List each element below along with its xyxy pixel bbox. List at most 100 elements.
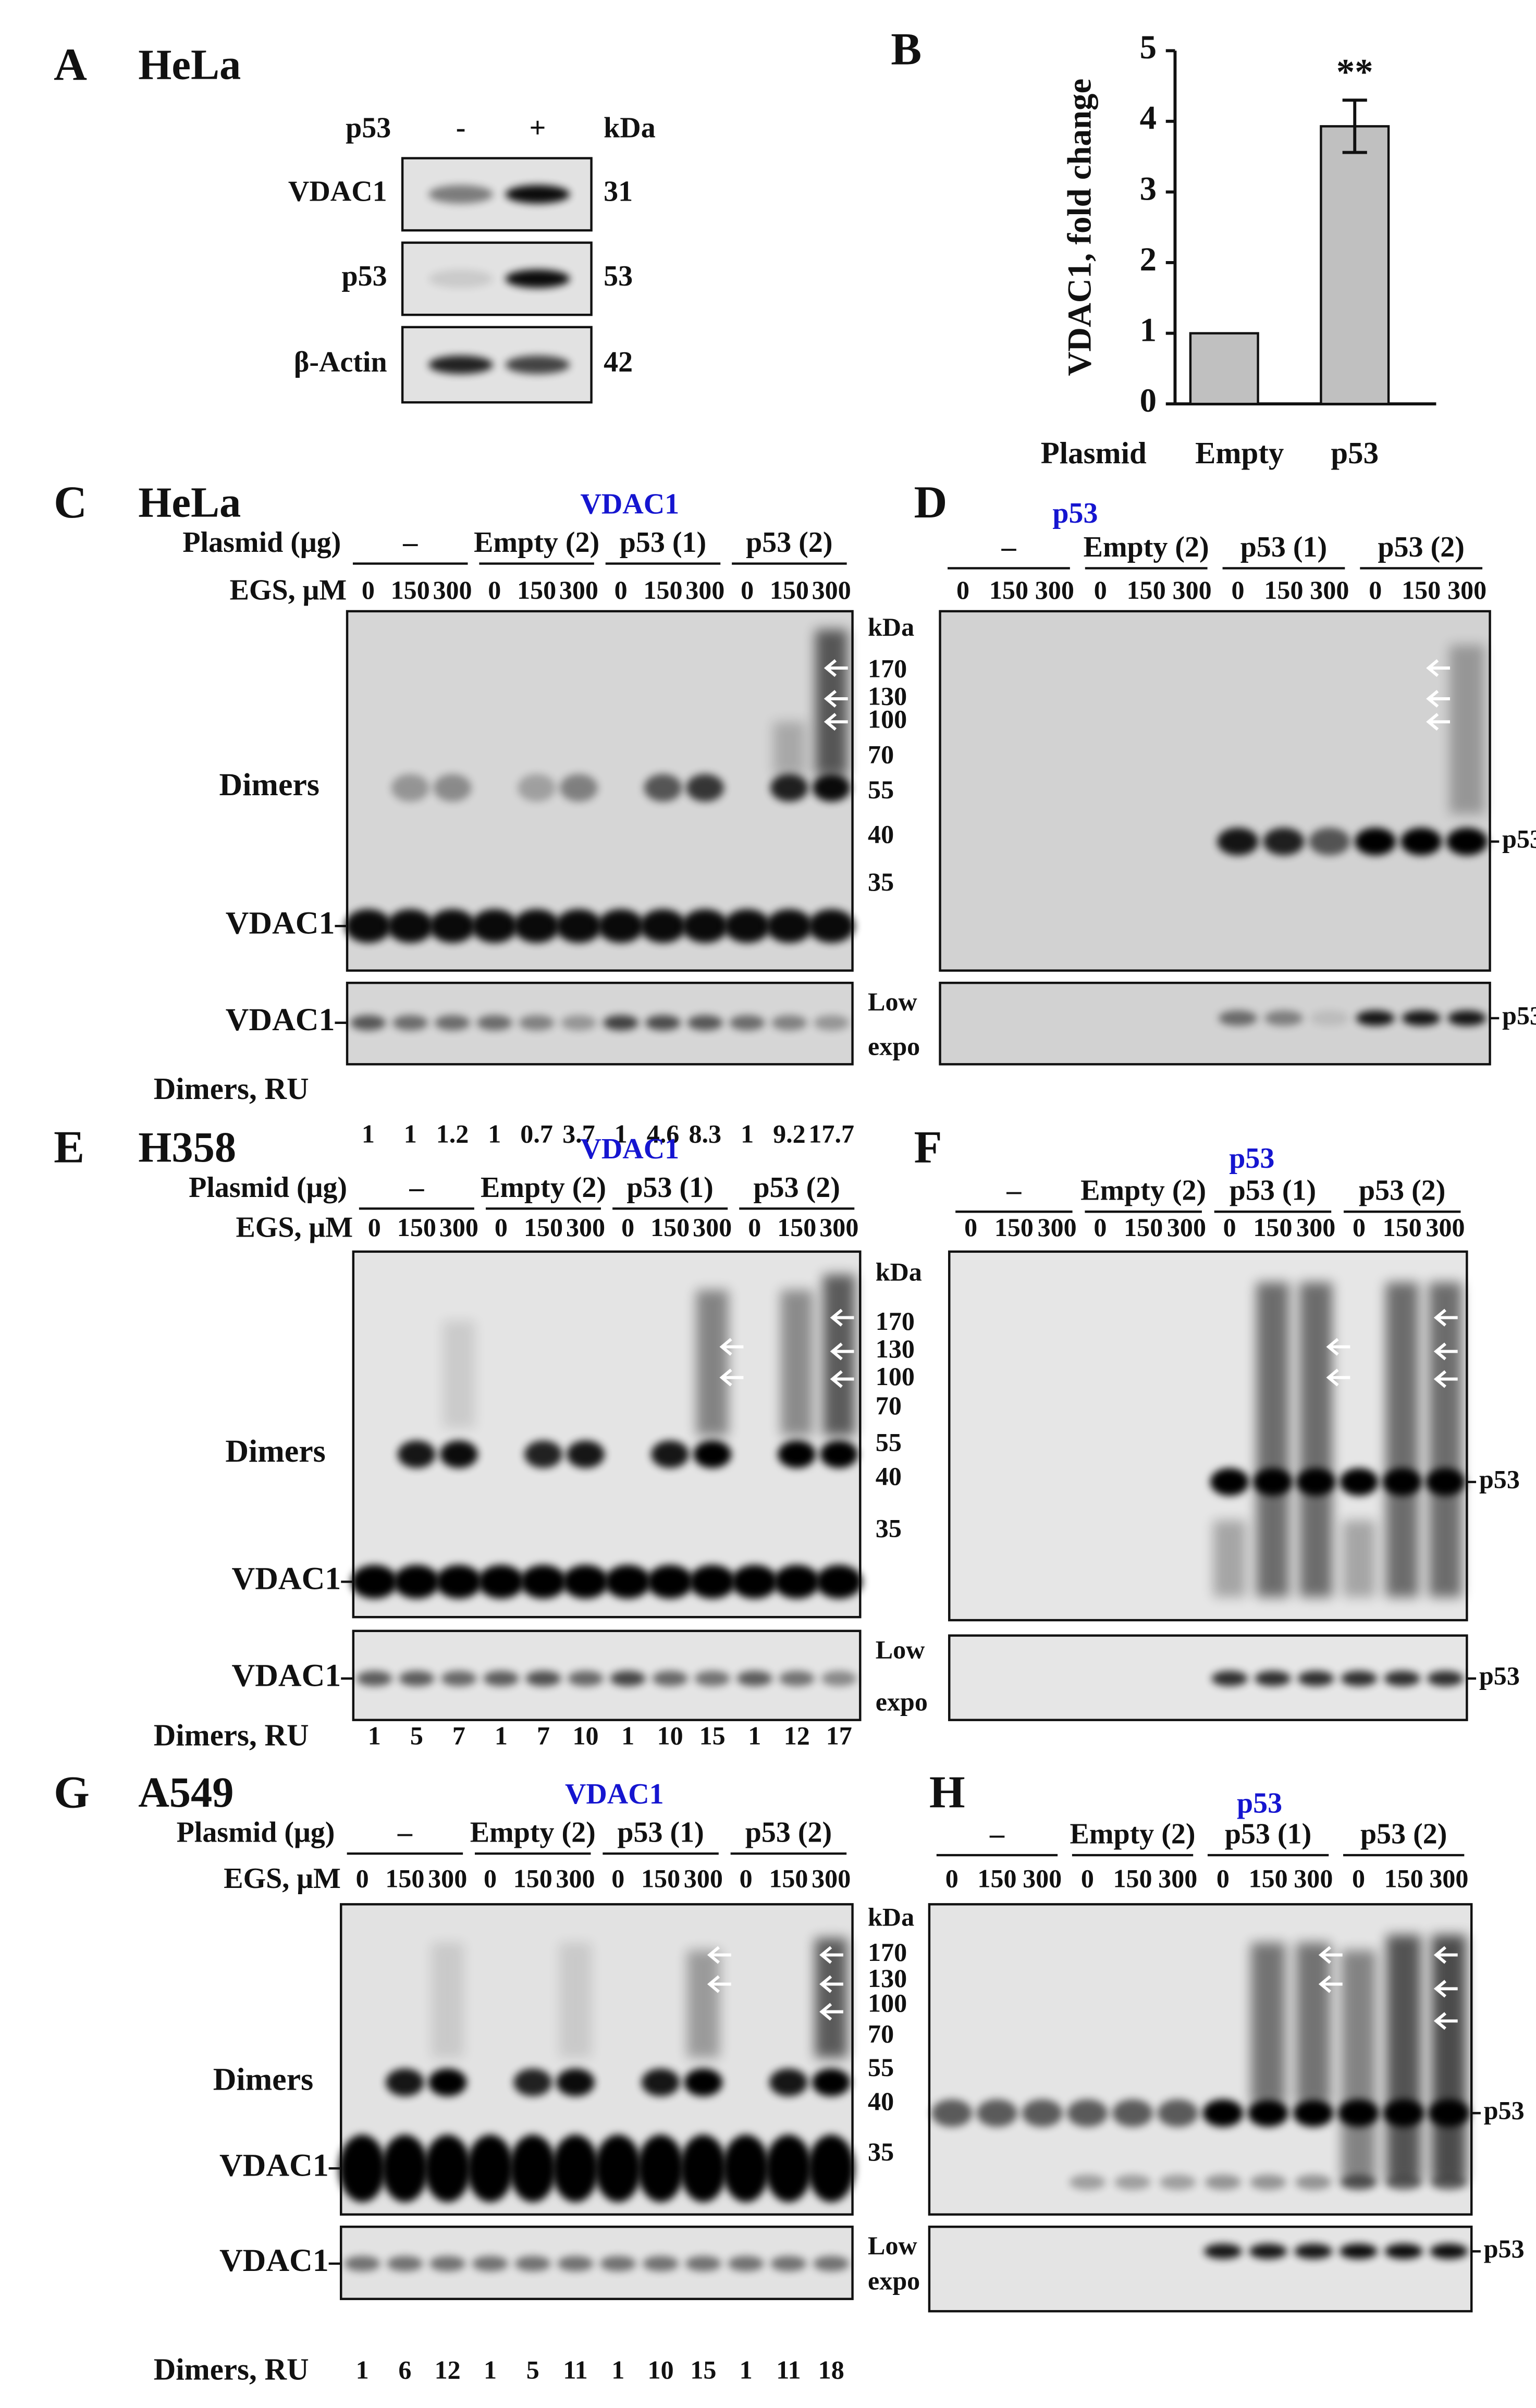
band (1402, 1010, 1441, 1026)
ru-value: 1 (748, 1721, 761, 1750)
band (339, 2134, 386, 2203)
arrow (1318, 1946, 1343, 1964)
kda-marker: 35 (868, 867, 894, 896)
smear (696, 1290, 729, 1436)
arrow (1433, 1308, 1458, 1327)
band (1338, 2099, 1379, 2127)
blot-low (948, 1634, 1468, 1721)
band (1310, 1010, 1349, 1026)
band (513, 2068, 552, 2096)
egs-dose: 300 (1173, 575, 1212, 604)
group-label: p53 (2) (1378, 531, 1465, 563)
y-tick-label: 3 (1140, 170, 1157, 207)
band (1160, 2175, 1196, 2190)
ru-value: 1 (621, 1721, 634, 1750)
band (821, 1671, 857, 1686)
band (779, 1671, 815, 1686)
bar (1320, 125, 1390, 405)
egs-dose: 150 (989, 575, 1028, 604)
band-label: VDAC1 (232, 1561, 341, 1597)
smear (1251, 1943, 1286, 2104)
band (976, 2099, 1017, 2127)
blot (948, 1250, 1468, 1622)
smear (1431, 1935, 1466, 2181)
arrow (1326, 1368, 1350, 1387)
band (778, 1440, 816, 1468)
band (1210, 1468, 1249, 1496)
ru-value: 1 (356, 2355, 369, 2385)
blot (352, 1250, 862, 1619)
band (820, 1440, 858, 1468)
panel-letter: H (929, 1767, 965, 1818)
egs-dose: 300 (1158, 1864, 1197, 1893)
band (357, 1671, 392, 1686)
kda-marker: 170 (868, 1937, 907, 1967)
band (686, 774, 724, 802)
band (424, 2134, 471, 2203)
kda-label: 42 (604, 346, 633, 378)
arrow (1326, 1338, 1350, 1356)
band (399, 1671, 435, 1686)
band (387, 909, 434, 943)
band (693, 1440, 732, 1468)
band (555, 909, 602, 943)
y-axis-label: VDAC1, fold change (1061, 79, 1099, 376)
band (1022, 2099, 1063, 2127)
x-tick-label: Empty (1195, 436, 1284, 470)
kda-marker: 70 (876, 1391, 902, 1420)
band (645, 1015, 681, 1031)
kda-marker: kDa (868, 1902, 914, 1931)
blot (939, 610, 1491, 972)
band (647, 1565, 694, 1599)
y-tick-label: 4 (1140, 100, 1157, 137)
antibody-title: p53 (1237, 1787, 1282, 1820)
egs-dose: 150 (1127, 575, 1166, 604)
antibody-title: VDAC1 (580, 488, 679, 520)
kda-marker: 130 (868, 1964, 907, 1993)
band (1250, 2175, 1286, 2190)
blot-low (346, 981, 854, 1066)
band (816, 1565, 863, 1599)
egs-dose: 0 (1081, 1864, 1094, 1893)
band (770, 2256, 807, 2271)
antibody-title: p53 (1052, 497, 1098, 529)
egs-dose: 300 (1038, 1213, 1077, 1242)
lane-label: + (529, 112, 546, 144)
arrow (1426, 659, 1450, 677)
smear (559, 1943, 592, 2058)
group-label: – (1006, 1175, 1022, 1207)
kda-label: 31 (604, 176, 633, 208)
row-label: VDAC1 (288, 176, 387, 208)
ru-value: 9.2 (773, 1119, 806, 1148)
egs-dose: 300 (812, 1864, 851, 1893)
egs-dose: 150 (1402, 575, 1441, 604)
arrow (830, 1308, 854, 1327)
band-label: p53 (1479, 1464, 1520, 1493)
egs-dose: 0 (945, 1864, 959, 1893)
egs-dose: 300 (433, 575, 472, 604)
egs-dose: 150 (1264, 575, 1303, 604)
group-label: Empty (2) (474, 526, 599, 559)
band-label: p53 (1502, 1001, 1536, 1030)
egs-dose: 0 (1094, 575, 1107, 604)
kda-marker: 100 (868, 705, 907, 734)
band (1340, 1468, 1379, 1496)
egs-dose: 0 (1232, 575, 1245, 604)
arrow (824, 713, 848, 731)
band (351, 1565, 398, 1599)
band (561, 1015, 597, 1031)
plasmid-label: Plasmid (μg) (182, 526, 341, 559)
ru-value: 10 (648, 2355, 674, 2385)
group-label: Empty (2) (1080, 1175, 1206, 1207)
kda-marker: 40 (876, 1462, 902, 1491)
group-label: p53 (1) (626, 1171, 713, 1204)
ru-value: 1 (368, 1721, 381, 1750)
band (1295, 2175, 1332, 2190)
band (814, 1015, 850, 1031)
egs-dose: 300 (439, 1213, 478, 1242)
band (644, 774, 682, 802)
ru-label: Dimers, RU (154, 1071, 309, 1106)
egs-dose: 0 (740, 1864, 753, 1893)
band (689, 1565, 736, 1599)
